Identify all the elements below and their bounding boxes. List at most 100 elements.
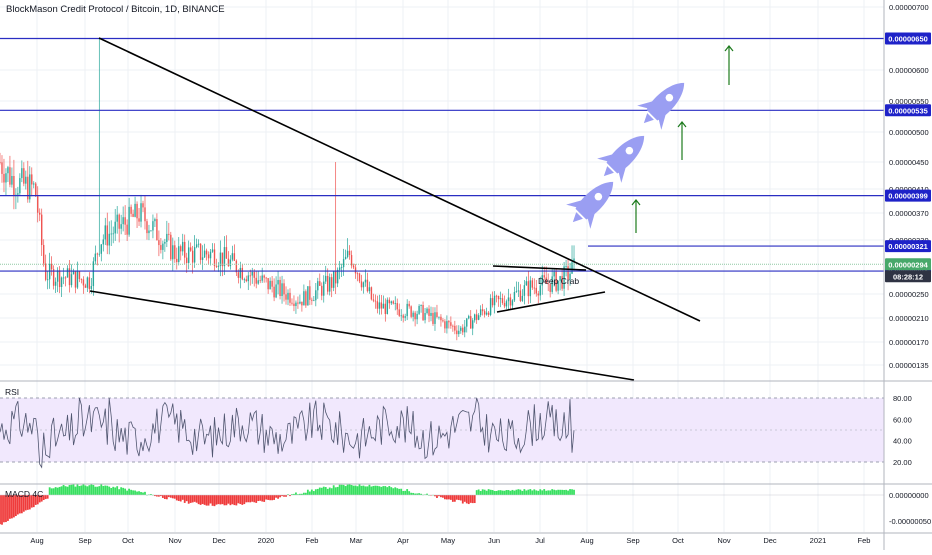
- current-price-badge: [885, 258, 931, 271]
- candle-body: [408, 303, 410, 307]
- candle-body: [527, 281, 530, 297]
- macd-bar: [255, 495, 258, 503]
- macd-bar: [320, 487, 323, 495]
- macd-bar: [527, 489, 530, 495]
- macd-bar: [225, 495, 228, 506]
- candle-body: [376, 301, 379, 309]
- macd-bar: [46, 495, 49, 499]
- macd-bar: [60, 486, 63, 495]
- macd-bar: [400, 488, 403, 495]
- macd-bar: [130, 489, 132, 495]
- countdown-badge-text: 08:28:12: [893, 272, 923, 281]
- candle-body: [281, 283, 283, 297]
- candle-body: [92, 261, 95, 287]
- rocket-window: [665, 93, 674, 102]
- candle-body: [567, 266, 569, 280]
- macd-bar: [231, 495, 234, 505]
- macd-bar: [535, 490, 538, 495]
- candle-body: [319, 281, 321, 286]
- macd-bar: [199, 495, 202, 505]
- macd-bar: [66, 486, 69, 495]
- candle-body: [535, 287, 537, 294]
- macd-bar: [463, 495, 466, 502]
- candle-body: [64, 277, 67, 279]
- macd-bar: [489, 489, 492, 495]
- candle-body: [207, 254, 210, 259]
- macd-bar: [98, 486, 101, 495]
- candle-body: [358, 273, 361, 282]
- macd-bar: [156, 495, 158, 497]
- candle-body: [243, 279, 246, 281]
- candle-body: [184, 241, 186, 258]
- macd-bar: [58, 486, 61, 495]
- macd-bar: [308, 491, 311, 495]
- level-badge: [885, 32, 931, 45]
- macd-bar: [167, 495, 170, 498]
- candle-body: [255, 277, 257, 284]
- macd-bar: [247, 495, 250, 503]
- candle-body: [348, 250, 351, 256]
- level-badge-text: 0.00000399: [888, 192, 928, 201]
- candle-body: [42, 244, 45, 264]
- macd-bar: [481, 489, 484, 495]
- trendline: [496, 291, 606, 313]
- candle-body: [84, 285, 87, 288]
- macd-bar: [358, 483, 361, 495]
- macd-bar: [306, 489, 309, 495]
- macd-bar: [330, 488, 333, 495]
- candle-body: [311, 299, 313, 301]
- macd-bar: [100, 484, 103, 495]
- macd-bar: [14, 495, 17, 517]
- candle-body: [533, 287, 535, 289]
- macd-bar: [128, 488, 131, 495]
- macd-bar: [457, 495, 460, 501]
- candle-body: [253, 271, 255, 278]
- macd-bar: [398, 488, 401, 495]
- candle-body: [356, 273, 359, 275]
- candle-body: [80, 279, 83, 280]
- macd-bar: [140, 491, 142, 495]
- time-tick-label: Nov: [168, 536, 182, 545]
- candle-body: [414, 312, 416, 320]
- candle-body: [374, 300, 377, 302]
- macd-bar: [237, 495, 240, 504]
- time-tick-label: Aug: [30, 536, 43, 545]
- macd-bar: [563, 489, 565, 495]
- candle-body: [475, 314, 478, 320]
- macd-bar: [56, 487, 59, 495]
- candle-body: [430, 312, 432, 316]
- candle-body: [152, 221, 154, 231]
- candle-body: [479, 309, 482, 316]
- candle-body: [428, 308, 430, 316]
- macd-bar: [467, 495, 470, 505]
- macd-bar: [459, 495, 462, 501]
- time-tick-label: Aug: [580, 536, 593, 545]
- macd-tick-label: -0.00000050: [889, 517, 931, 526]
- macd-bar: [501, 490, 504, 495]
- candle-body: [350, 255, 353, 266]
- candle-body: [412, 312, 414, 317]
- candle-body: [289, 292, 291, 303]
- price-tick-label: 0.00000135: [889, 361, 929, 370]
- macd-bar: [350, 484, 353, 495]
- price-tick-label: 0.00000500: [889, 128, 929, 137]
- macd-bar: [356, 486, 359, 495]
- macd-bar: [388, 485, 391, 495]
- macd-bar: [263, 495, 266, 502]
- macd-bar: [265, 495, 268, 500]
- candle-body: [90, 286, 93, 289]
- macd-bar: [86, 486, 89, 495]
- candle-body: [487, 312, 490, 315]
- macd-bar: [181, 495, 184, 500]
- macd-bar: [0, 495, 1, 525]
- macd-bar: [475, 490, 478, 495]
- macd-bar: [543, 489, 546, 495]
- candle-body: [56, 270, 59, 282]
- macd-bar: [257, 495, 260, 502]
- macd-bar: [451, 495, 454, 502]
- macd-bar: [215, 495, 218, 505]
- macd-bar: [243, 495, 246, 505]
- candle-body: [382, 303, 385, 309]
- macd-bar: [209, 495, 212, 504]
- macd-bar: [102, 485, 105, 495]
